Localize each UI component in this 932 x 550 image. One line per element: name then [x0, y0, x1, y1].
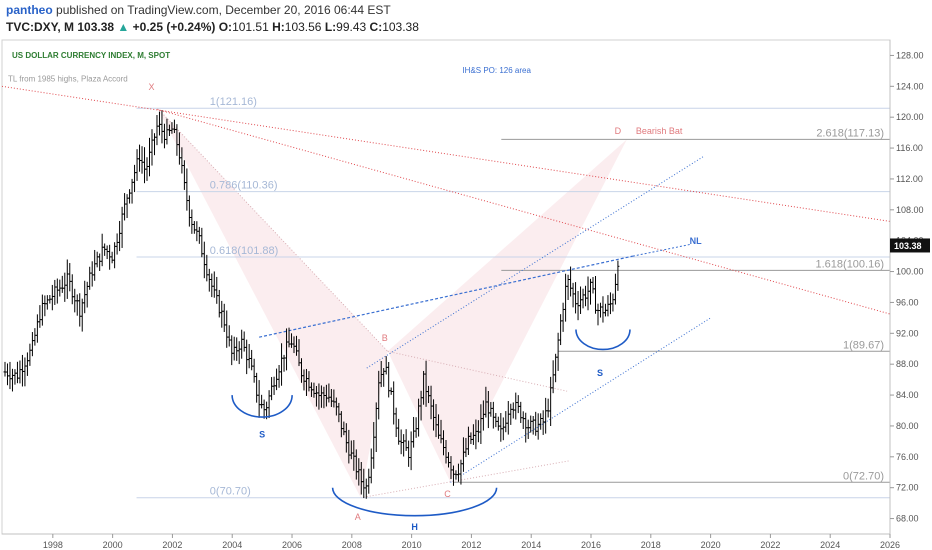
red-trendline-2	[157, 108, 891, 315]
fib-level-label: 0.618(101.88)	[210, 245, 279, 257]
y-axis-tick-label: 100.00	[896, 267, 924, 277]
x-axis-tick-label: 2012	[461, 540, 481, 550]
x-axis-tick-label: 2006	[282, 540, 302, 550]
x-axis-tick-label: 2014	[521, 540, 541, 550]
x-axis-tick-label: 2018	[641, 540, 661, 550]
chart-header: pantheo published on TradingView.com, De…	[0, 0, 932, 38]
author-link[interactable]: pantheo	[6, 3, 53, 17]
head-arc	[331, 487, 498, 517]
pattern-point-label: X	[148, 82, 154, 92]
pattern-line-bd	[387, 350, 568, 392]
y-axis-tick-label: 88.00	[896, 359, 919, 369]
y-axis-tick-label: 108.00	[896, 205, 924, 215]
right-shoulder-arc	[575, 329, 631, 351]
neckline-extension	[632, 244, 690, 257]
y-axis-tick-label: 116.00	[896, 143, 923, 153]
fib-level-label: 0(70.70)	[210, 486, 251, 498]
pattern-point-label: B	[382, 333, 388, 343]
up-arrow-icon: ▲	[117, 20, 130, 34]
x-axis-tick-label: 2022	[760, 540, 780, 550]
pattern-point-label: A	[355, 512, 361, 522]
price-change: +0.25 (+0.24%)	[132, 20, 216, 34]
target-level-label: 2.618(117.13)	[816, 127, 884, 139]
y-axis-tick-label: 112.00	[896, 174, 923, 184]
high-value: 103.56	[284, 20, 322, 34]
x-axis-tick-label: 1998	[43, 540, 63, 550]
target-level-label: 1(89.67)	[843, 339, 884, 351]
pattern-fill-bcd	[387, 139, 627, 483]
y-axis-tick-label: 92.00	[896, 328, 919, 338]
open-value: 101.51	[232, 20, 269, 34]
close-label: C:	[369, 20, 383, 34]
y-axis-tick-label: 124.00	[896, 81, 924, 91]
pattern-point-label: D	[615, 126, 622, 136]
published-text: published on TradingView.com, December 2…	[56, 3, 391, 17]
low-value: 99.43	[336, 20, 367, 34]
y-axis-tick-label: 96.00	[896, 297, 919, 307]
target-level-label: 1.618(100.16)	[816, 258, 885, 270]
fib-level-label: 0.786(110.36)	[210, 180, 278, 192]
bearish-bat-label: Bearish Bat	[636, 126, 683, 136]
close-value: 103.38	[382, 20, 419, 34]
x-axis-tick-label: 2016	[581, 540, 601, 550]
neckline-dashed	[259, 255, 633, 338]
chart-title: US DOLLAR CURRENCY INDEX, M, SPOT	[12, 51, 170, 60]
last-price: 103.38	[77, 20, 115, 34]
y-axis-tick-label: 76.00	[896, 452, 919, 462]
y-axis-tick-label: 120.00	[896, 112, 924, 122]
y-axis-tick-label: 68.00	[896, 514, 919, 524]
y-axis-tick-label: 128.00	[896, 50, 924, 60]
x-axis-tick-label: 2010	[402, 540, 422, 550]
x-axis-tick-label: 2000	[103, 540, 123, 550]
fib-level-label: 1(121.16)	[210, 96, 257, 108]
pattern-point-label: H	[411, 522, 418, 532]
x-axis-tick-label: 2024	[820, 540, 840, 550]
pattern-line-ac	[360, 460, 571, 499]
symbol-label: TVC:DXY, M	[6, 20, 75, 34]
pattern-point-label: S	[259, 430, 265, 440]
neckline-label: NL	[690, 236, 702, 246]
x-axis-tick-label: 2008	[342, 540, 362, 550]
x-axis-tick-label: 2004	[222, 540, 242, 550]
last-price-tag-bg	[890, 238, 930, 253]
high-label: H:	[272, 20, 285, 34]
x-axis-tick-label: 2002	[162, 540, 182, 550]
channel-lower	[450, 317, 711, 483]
publish-info: pantheo published on TradingView.com, De…	[6, 3, 391, 17]
x-axis-tick-label: 2020	[701, 540, 721, 550]
pattern-point-label: S	[597, 368, 603, 378]
y-axis-tick-label: 72.00	[896, 483, 919, 493]
symbol-info: TVC:DXY, M 103.38 ▲ +0.25 (+0.24%) O:101…	[6, 20, 419, 34]
price-chart[interactable]: US DOLLAR CURRENCY INDEX, M, SPOT 1(121.…	[0, 38, 932, 550]
open-label: O:	[218, 20, 233, 34]
plaza-accord-note: TL from 1985 highs, Plaza Accord	[8, 75, 128, 84]
target-level-label: 0(72.70)	[843, 470, 884, 482]
pattern-fill-xab	[157, 108, 388, 498]
channel-upper	[366, 155, 705, 369]
ihs-po-note: IH&S PO: 126 area	[462, 66, 531, 75]
y-axis-tick-label: 84.00	[896, 390, 919, 400]
y-axis-tick-label: 80.00	[896, 421, 919, 431]
pattern-point-label: C	[444, 489, 451, 499]
last-price-tag: 103.38	[894, 241, 922, 251]
x-axis-tick-label: 2026	[880, 540, 900, 550]
low-label: L:	[324, 20, 337, 34]
left-shoulder-arc	[231, 395, 293, 418]
